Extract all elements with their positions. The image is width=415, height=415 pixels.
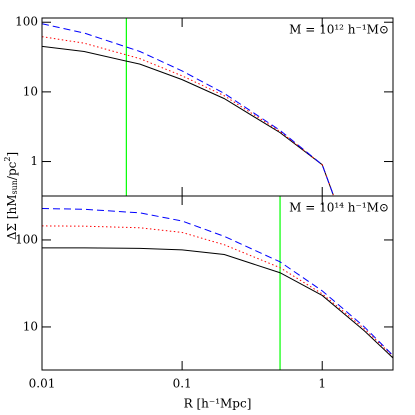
data-line (42, 247, 393, 359)
annotation: M = 10¹² h⁻¹M⊙ (289, 23, 389, 37)
y-label-part: 2 (3, 157, 12, 162)
y-tick-label: 10 (23, 319, 38, 333)
data-line (42, 45, 334, 196)
x-tick-label: 1 (318, 377, 326, 391)
y-tick-label: 100 (15, 15, 38, 29)
plot-frame (41, 195, 394, 371)
data-line (42, 207, 393, 356)
annotation: M = 10¹⁴ h⁻¹M⊙ (289, 201, 389, 215)
y-axis-label: ΔΣ [hMsun/pc2] (3, 152, 19, 240)
y-label-part: ] (5, 152, 19, 157)
data-line (42, 225, 393, 357)
data-line (42, 36, 334, 196)
x-tick-label: 0.01 (29, 377, 56, 391)
y-label-part: sun (10, 180, 19, 194)
data-line (42, 23, 334, 196)
x-tick-label: 0.1 (173, 377, 192, 391)
y-tick-label: 10 (23, 84, 38, 98)
x-axis-label: R [h⁻¹Mpc] (184, 397, 252, 411)
y-label-part: /pc (5, 161, 19, 180)
y-tick-label: 1 (30, 154, 38, 168)
y-label-part: ΔΣ [hM (5, 194, 19, 240)
plot-frame (41, 17, 394, 197)
y-tick-label: 100 (15, 232, 38, 246)
